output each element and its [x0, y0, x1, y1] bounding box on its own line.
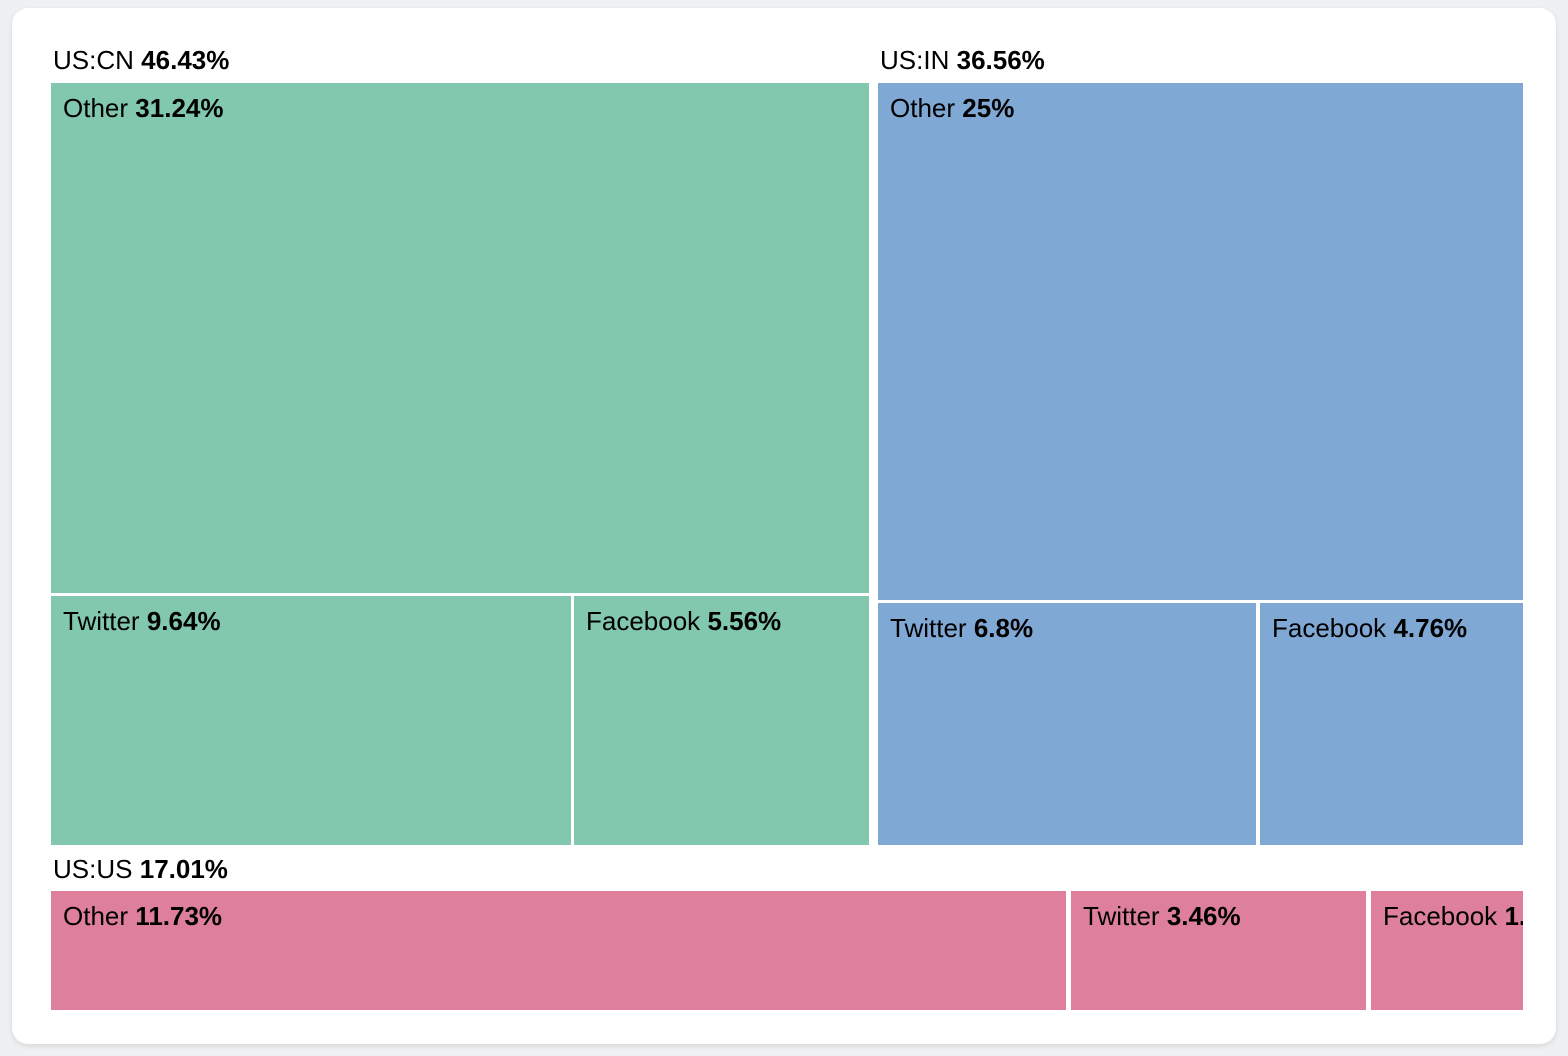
node-pct: 1.81% [1504, 901, 1523, 931]
group-label-us-cn: US:CN 46.43% [53, 46, 229, 75]
group-label-us-us: US:US 17.01% [53, 855, 228, 884]
group-pct: 17.01% [139, 854, 228, 884]
group-name: US:CN [53, 45, 134, 75]
node-name: Other [63, 901, 129, 931]
node-pct: 25% [962, 93, 1015, 123]
node-name: Facebook [586, 606, 701, 636]
treemap-node-us-cn-twitter[interactable]: Twitter 9.64% [51, 596, 571, 845]
group-name: US:IN [880, 45, 950, 75]
node-pct: 5.56% [707, 606, 782, 636]
treemap-node-us-in-facebook[interactable]: Facebook 4.76% [1260, 603, 1523, 845]
node-pct: 3.46% [1166, 901, 1241, 931]
treemap-node-us-in-twitter[interactable]: Twitter 6.8% [878, 603, 1256, 845]
node-name: Twitter [63, 606, 140, 636]
node-name: Other [63, 93, 129, 123]
treemap-card: US:CN 46.43% Other 31.24% Twitter 9.64% Fac… [12, 8, 1556, 1044]
node-pct: 11.73% [135, 901, 223, 931]
node-name: Twitter [1083, 901, 1160, 931]
node-name: Facebook [1272, 613, 1387, 643]
node-pct: 6.8% [973, 613, 1034, 643]
group-pct: 36.56% [956, 45, 1045, 75]
node-name: Twitter [890, 613, 967, 643]
node-pct: 4.76% [1393, 613, 1468, 643]
treemap-node-us-in-other[interactable]: Other 25% [878, 83, 1523, 600]
treemap-node-us-us-twitter[interactable]: Twitter 3.46% [1071, 891, 1366, 1010]
node-pct: 31.24% [135, 93, 224, 123]
treemap-node-us-us-other[interactable]: Other 11.73% [51, 891, 1066, 1010]
node-name: Facebook [1383, 901, 1498, 931]
node-name: Other [890, 93, 956, 123]
treemap-node-us-us-facebook[interactable]: Facebook 1.81% [1371, 891, 1523, 1010]
group-name: US:US [53, 854, 133, 884]
group-label-us-in: US:IN 36.56% [880, 46, 1045, 75]
group-pct: 46.43% [141, 45, 230, 75]
treemap-node-us-cn-other[interactable]: Other 31.24% [51, 83, 869, 593]
treemap-node-us-cn-facebook[interactable]: Facebook 5.56% [574, 596, 869, 845]
node-pct: 9.64% [146, 606, 221, 636]
